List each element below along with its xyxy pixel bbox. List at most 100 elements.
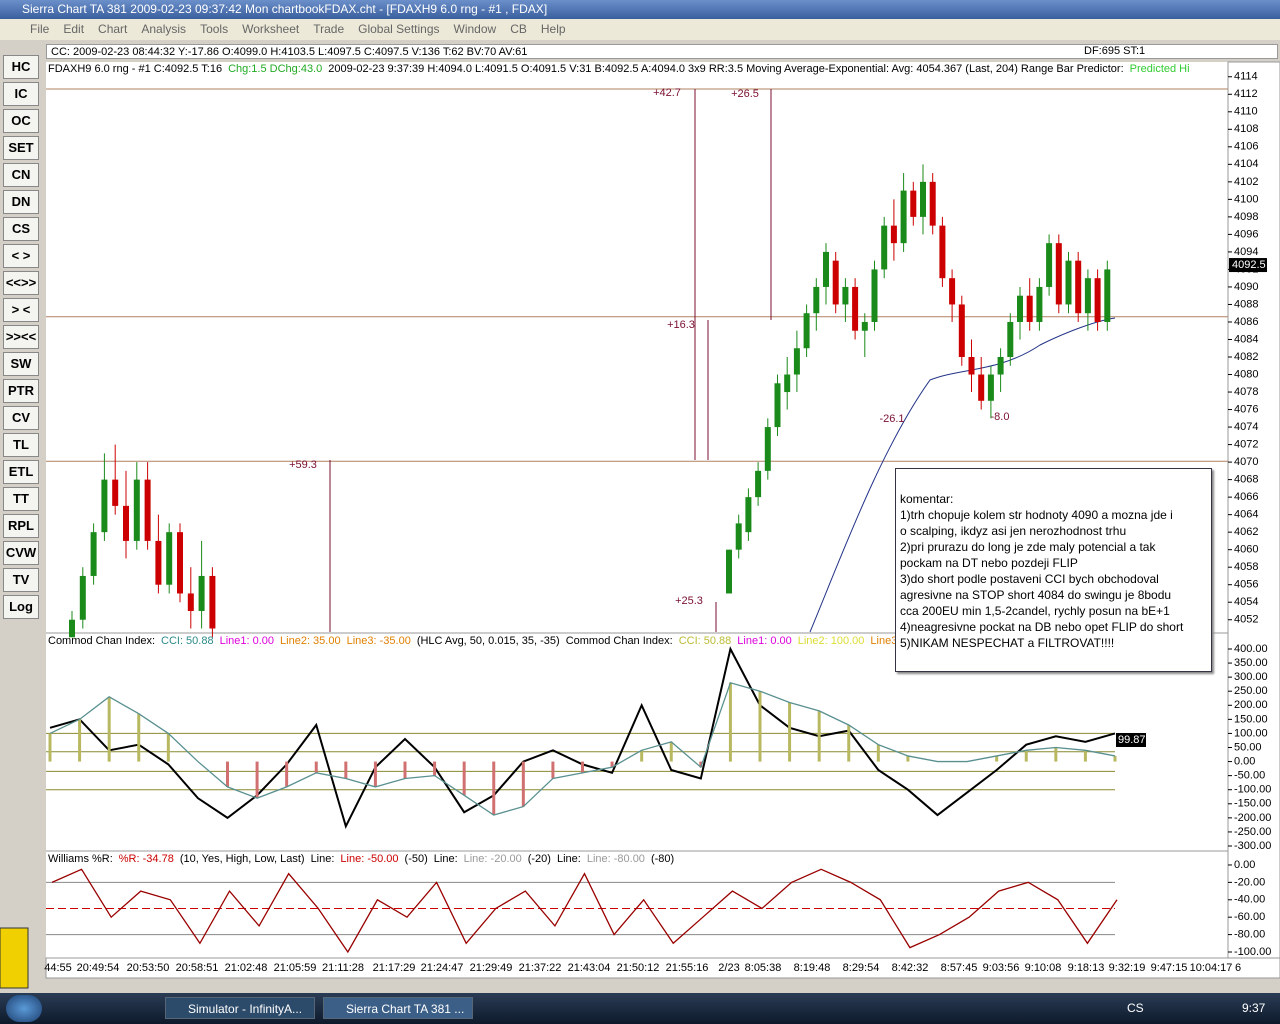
y-tick-label: 4088 bbox=[1234, 298, 1258, 310]
time-label: 9:32:19 bbox=[1109, 962, 1146, 974]
candle-body bbox=[939, 225, 946, 279]
comment-line: 2)pri prurazu do long je zde maly potenc… bbox=[900, 540, 1156, 554]
header-part: Line3: -35.00 bbox=[346, 635, 411, 647]
time-label: 8:42:32 bbox=[892, 962, 929, 974]
candle-body bbox=[1094, 278, 1101, 322]
candle-body bbox=[881, 225, 888, 270]
tool-button[interactable]: CVW bbox=[3, 541, 39, 565]
tool-button[interactable]: Log bbox=[3, 595, 39, 619]
y-tick-label: 4106 bbox=[1234, 141, 1258, 153]
candle-body bbox=[793, 348, 800, 375]
candle-body bbox=[764, 427, 771, 471]
time-label: 9:03:56 bbox=[983, 962, 1020, 974]
header-part: Line2: 35.00 bbox=[280, 635, 341, 647]
tool-button[interactable]: > < bbox=[3, 298, 39, 322]
y-tick-label: 4060 bbox=[1234, 544, 1258, 556]
candle-body bbox=[209, 575, 216, 629]
tool-button[interactable]: SW bbox=[3, 352, 39, 376]
comment-line: pockam na DT nebo pozdeji FLIP bbox=[900, 556, 1078, 570]
tool-button[interactable]: IC bbox=[3, 82, 39, 106]
task-button[interactable]: Sierra Chart TA 381 ... bbox=[323, 997, 473, 1019]
price-tag bbox=[1229, 258, 1267, 273]
candle-body bbox=[155, 540, 162, 585]
header-part: Predicted Hi bbox=[1129, 63, 1190, 75]
y-tick-label: 4100 bbox=[1234, 193, 1258, 205]
menu-item[interactable]: CB bbox=[510, 22, 527, 36]
menu-item[interactable]: Analysis bbox=[141, 22, 187, 36]
menu-item[interactable]: Chart bbox=[98, 22, 128, 36]
y-tick-label: 4104 bbox=[1234, 158, 1258, 170]
comment-box[interactable]: komentar: 1)trh chopuje kolem str hodnoty… bbox=[895, 468, 1212, 672]
y-tick-label: 4056 bbox=[1234, 579, 1258, 591]
task-button[interactable]: Simulator - InfinityA... bbox=[165, 997, 315, 1019]
menu-item[interactable]: Global Settings bbox=[358, 22, 440, 36]
tool-button[interactable]: RPL bbox=[3, 514, 39, 538]
cci-header: Commod Chan Index: CCI: 50.88 Line1: 0.00 L… bbox=[48, 635, 1226, 647]
comment-line: 5)NIKAM NESPECHAT a FILTROVAT!!!! bbox=[900, 636, 1115, 650]
time-label: 21:29:49 bbox=[470, 962, 513, 974]
comment-line: 3)do short podle postaveni CCI bych obch… bbox=[900, 572, 1159, 586]
menu-item[interactable]: Worksheet bbox=[242, 22, 300, 36]
y-tick-label: 4114 bbox=[1234, 71, 1258, 83]
candle-body bbox=[910, 190, 917, 217]
info-line: CC: 2009-02-23 08:44:32 Y:-17.86 O:4099.… bbox=[46, 44, 1278, 59]
tool-button[interactable]: >><< bbox=[3, 325, 39, 349]
y-tick-label: 4058 bbox=[1234, 561, 1258, 573]
menu-item[interactable]: Window bbox=[453, 22, 497, 36]
candle-body bbox=[166, 532, 173, 585]
wr-header: Williams %R: %R: -34.78 (10, Yes, High, Lo… bbox=[48, 853, 1226, 865]
price-tag-label: 4092.5 bbox=[1232, 259, 1266, 271]
candle-body bbox=[1007, 321, 1014, 358]
start-button[interactable] bbox=[6, 995, 42, 1022]
menu-item[interactable]: Help bbox=[540, 22, 566, 36]
header-part: (-50) bbox=[404, 853, 428, 865]
menu-item[interactable]: File bbox=[30, 22, 50, 36]
annotation: +59.3 bbox=[289, 459, 317, 471]
tool-button[interactable]: TL bbox=[3, 433, 39, 457]
candle-body bbox=[813, 286, 820, 314]
tool-button[interactable]: TV bbox=[3, 568, 39, 592]
y-tick-label: 100.00 bbox=[1234, 727, 1268, 739]
value-tag-label: 99.87 bbox=[1118, 734, 1146, 746]
tool-button[interactable]: CN bbox=[3, 163, 39, 187]
comment-line: komentar: bbox=[900, 492, 954, 506]
tool-button[interactable]: < > bbox=[3, 244, 39, 268]
menu-bar: File Edit Chart Analysis Tools Worksheet Trade… bbox=[0, 19, 1280, 40]
header-part: 2009-02-23 9:37:39 H:4094.0 L:4091.5 O:4… bbox=[328, 63, 1124, 75]
header-part: FDAXH9 6.0 rng - #1 C:4092.5 T:16 bbox=[48, 63, 223, 75]
y-tick-label: -20.00 bbox=[1234, 876, 1265, 888]
tool-button[interactable]: HC bbox=[3, 55, 39, 79]
time-label: 20:49:54 bbox=[77, 962, 120, 974]
candle-body bbox=[774, 383, 781, 428]
time-label: 21:17:29 bbox=[373, 962, 416, 974]
candle-body bbox=[735, 523, 742, 550]
y-tick-label: 4112 bbox=[1234, 88, 1258, 100]
y-tick-label: 4110 bbox=[1234, 106, 1258, 118]
tool-button[interactable]: OC bbox=[3, 109, 39, 133]
menu-item[interactable]: Edit bbox=[63, 22, 85, 36]
tool-button[interactable]: <<>> bbox=[3, 271, 39, 295]
candle-body bbox=[842, 286, 849, 305]
y-tick-label: -300.00 bbox=[1234, 840, 1271, 852]
ma-line bbox=[809, 317, 1116, 633]
menu-item[interactable]: Trade bbox=[313, 22, 345, 36]
comment-line: o scalping, ikdyz asi jen nerozhodnost t… bbox=[900, 524, 1127, 538]
time-label: 21:24:47 bbox=[421, 962, 464, 974]
header-part: (HLC Avg, 50, 0.015, 35, -35) bbox=[416, 635, 560, 647]
lang: CS bbox=[1127, 1001, 1144, 1015]
tool-button[interactable]: DN bbox=[3, 190, 39, 214]
candle-body bbox=[79, 575, 86, 620]
y-tick-label: 150.00 bbox=[1234, 713, 1268, 725]
candle-body bbox=[90, 532, 97, 576]
tool-button[interactable]: TT bbox=[3, 487, 39, 511]
tool-button[interactable]: SET bbox=[3, 136, 39, 160]
tool-button[interactable]: CV bbox=[3, 406, 39, 430]
tool-button[interactable]: CS bbox=[3, 217, 39, 241]
tool-button[interactable]: PTR bbox=[3, 379, 39, 403]
candle-body bbox=[832, 260, 839, 305]
tool-button[interactable]: ETL bbox=[3, 460, 39, 484]
candle-body bbox=[198, 575, 205, 611]
candle-body bbox=[997, 357, 1004, 375]
candle-body bbox=[745, 497, 752, 533]
menu-item[interactable]: Tools bbox=[200, 22, 229, 36]
